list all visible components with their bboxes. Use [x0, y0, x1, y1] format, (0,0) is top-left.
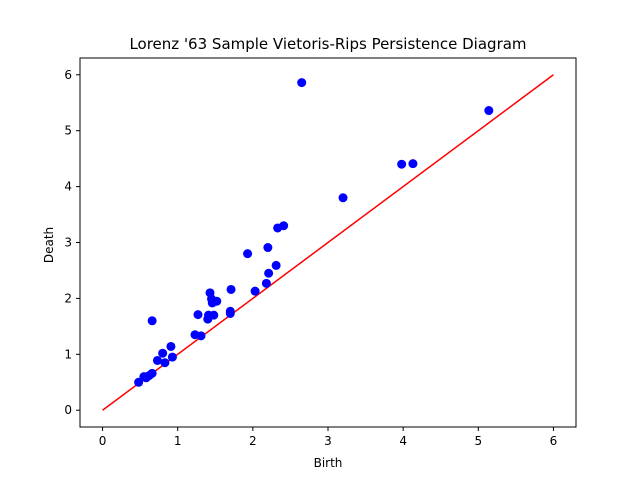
data-point: [264, 268, 274, 278]
x-tick-label: 0: [99, 434, 107, 448]
x-tick-label: 3: [324, 434, 332, 448]
x-axis-label: Birth: [314, 456, 343, 470]
data-point: [263, 243, 273, 253]
data-point: [484, 106, 494, 116]
data-point: [397, 159, 407, 169]
data-point: [408, 159, 418, 169]
data-point: [271, 260, 281, 270]
data-point: [196, 331, 206, 341]
x-tick-label: 5: [474, 434, 482, 448]
x-tick-label: 1: [174, 434, 182, 448]
y-tick-label: 6: [64, 68, 72, 82]
reference-line-layer: [102, 74, 554, 411]
y-tick-label: 4: [64, 180, 72, 194]
data-point: [152, 355, 162, 365]
points-layer: [134, 78, 494, 387]
data-point: [158, 348, 168, 358]
diagonal-reference-line: [102, 74, 554, 411]
y-tick-label: 3: [64, 236, 72, 250]
data-point: [167, 352, 177, 362]
data-point: [166, 341, 176, 351]
data-point: [261, 278, 271, 288]
y-tick-label: 0: [64, 403, 72, 417]
chart-title: Lorenz '63 Sample Vietoris-Rips Persiste…: [129, 35, 526, 53]
data-point: [147, 316, 157, 326]
data-point: [160, 358, 170, 368]
y-axis-label: Death: [42, 227, 56, 263]
data-point: [225, 306, 235, 316]
data-point: [147, 368, 157, 378]
data-point: [193, 310, 203, 320]
x-tick-label: 4: [399, 434, 407, 448]
data-point: [297, 78, 307, 88]
data-point: [209, 310, 219, 320]
data-point: [243, 249, 253, 259]
x-tick-label: 2: [249, 434, 257, 448]
y-tick-label: 5: [64, 124, 72, 138]
data-point: [212, 296, 222, 306]
data-point: [250, 286, 260, 296]
y-axis-ticks: 0 1 2 3 4 5 6: [64, 68, 80, 417]
y-tick-label: 1: [64, 347, 72, 361]
data-point: [338, 193, 348, 203]
data-point: [226, 284, 236, 294]
data-point: [279, 221, 289, 231]
x-tick-label: 6: [550, 434, 558, 448]
x-axis-ticks: 0 1 2 3 4 5 6: [99, 427, 558, 448]
y-tick-label: 2: [64, 291, 72, 305]
